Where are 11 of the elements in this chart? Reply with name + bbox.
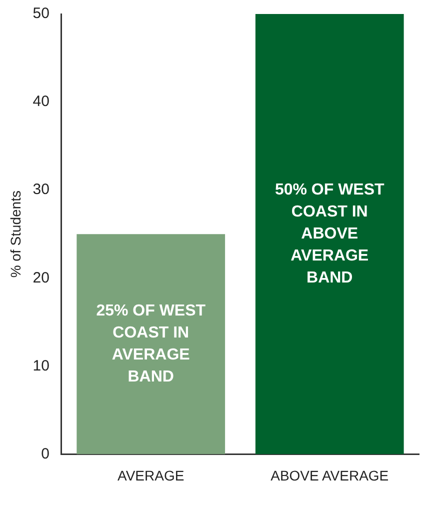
data-label: 50% OF WEST COAST IN ABOVE AVERAGE BAND [274, 182, 385, 287]
y-tick-label: 30 [32, 181, 50, 198]
y-tick-label: 20 [32, 269, 50, 286]
y-tick-label: 0 [41, 445, 50, 462]
y-tick-label: 50 [32, 5, 50, 22]
x-tick-label: AVERAGE [118, 467, 184, 484]
data-label: 25% OF WEST COAST IN AVERAGE BAND [96, 302, 206, 386]
y-tick-label: 40 [32, 93, 50, 110]
x-tick-label: ABOVE AVERAGE [270, 467, 389, 484]
y-tick-label: 10 [32, 357, 50, 374]
y-axis-title: % of Students [7, 190, 24, 278]
